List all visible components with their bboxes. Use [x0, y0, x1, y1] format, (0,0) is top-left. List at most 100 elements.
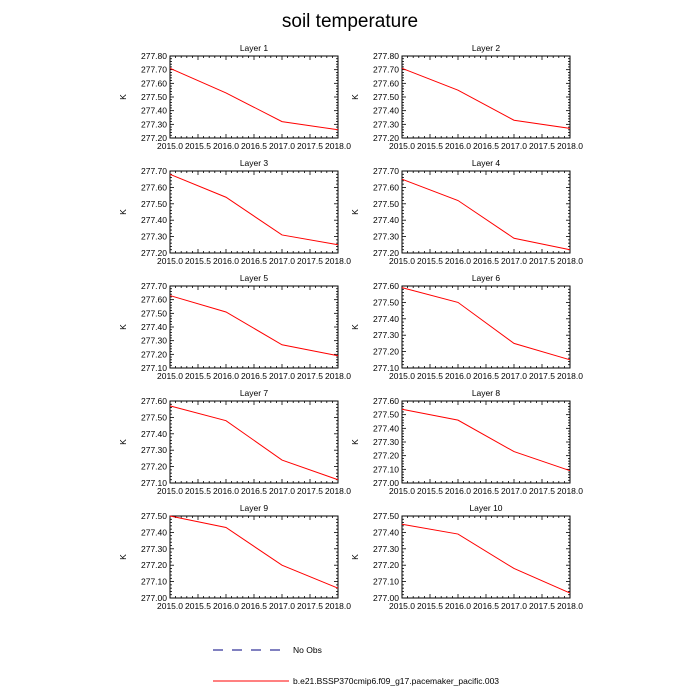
panels: Layer 1 277.20 277.30 277.40 277.50 277.60 277…: [118, 43, 583, 611]
x-tick-label: 2016.0: [445, 486, 471, 496]
x-tick-label: 2015.5: [185, 486, 211, 496]
y-tick-label: 277.60: [141, 78, 167, 88]
y-tick-label: 277.40: [373, 106, 399, 116]
x-tick-label: 2016.5: [241, 601, 267, 611]
series-line: [169, 295, 339, 357]
panel-title: Layer 6: [472, 273, 501, 283]
x-tick-label: 2018.0: [557, 256, 583, 266]
y-tick-label: 277.20: [141, 133, 167, 143]
x-tick-label: 2015.0: [389, 256, 415, 266]
y-tick-label: 277.60: [373, 182, 399, 192]
panel-title: Layer 5: [240, 273, 269, 283]
y-tick-label: 277.40: [373, 527, 399, 537]
y-tick-label: 277.70: [373, 65, 399, 75]
x-tick-label: 2017.0: [269, 256, 295, 266]
x-tick-label: 2017.0: [269, 601, 295, 611]
x-tick-label: 2017.0: [269, 141, 295, 151]
series-line: [169, 405, 339, 481]
x-tick-label: 2016.0: [213, 371, 239, 381]
y-tick-label: 277.40: [141, 429, 167, 439]
x-tick-label: 2016.0: [445, 601, 471, 611]
y-tick-label: 277.00: [373, 593, 399, 603]
x-tick-label: 2015.5: [185, 601, 211, 611]
x-tick-label: 2015.0: [157, 486, 183, 496]
x-tick-label: 2015.5: [417, 601, 443, 611]
x-tick-label: 2016.5: [473, 486, 499, 496]
y-tick-label: 277.10: [373, 464, 399, 474]
series-line: [401, 523, 571, 594]
chart-panel-layer-4: Layer 4 277.20 277.30 277.40 277.50 277.60 277…: [350, 158, 583, 266]
x-tick-label: 2016.0: [213, 601, 239, 611]
series-line: [169, 173, 339, 246]
chart-panel-layer-8: Layer 8 277.00 277.10 277.20 277.30 277.40 277…: [350, 388, 583, 496]
legend-label: No Obs: [293, 645, 322, 655]
y-tick-label: 277.00: [373, 478, 399, 488]
y-axis-label: K: [350, 554, 360, 560]
x-tick-label: 2018.0: [325, 601, 351, 611]
x-tick-label: 2015.0: [389, 141, 415, 151]
y-tick-label: 277.10: [141, 363, 167, 373]
x-tick-label: 2016.0: [445, 371, 471, 381]
x-tick-label: 2015.0: [157, 141, 183, 151]
y-tick-label: 277.30: [373, 544, 399, 554]
x-tick-label: 2017.0: [501, 256, 527, 266]
x-tick-label: 2015.0: [157, 371, 183, 381]
y-tick-label: 277.40: [373, 423, 399, 433]
x-tick-label: 2018.0: [557, 486, 583, 496]
y-axis-label: K: [118, 554, 128, 560]
x-tick-label: 2016.0: [445, 256, 471, 266]
y-tick-label: 277.30: [141, 119, 167, 129]
x-tick-label: 2015.0: [389, 371, 415, 381]
legend-label: b.e21.BSSP370cmip6.f09_g17.pacemaker_pac…: [293, 676, 499, 686]
x-tick-label: 2016.5: [473, 601, 499, 611]
y-axis-label: K: [118, 439, 128, 445]
panel-title: Layer 2: [472, 43, 501, 53]
y-tick-label: 277.50: [373, 511, 399, 521]
x-tick-label: 2018.0: [325, 371, 351, 381]
chart-panel-layer-7: Layer 7 277.10 277.20 277.30 277.40 277.50 277…: [118, 388, 351, 496]
x-tick-label: 2017.0: [269, 486, 295, 496]
chart-panel-layer-1: Layer 1 277.20 277.30 277.40 277.50 277.60 277…: [118, 43, 351, 151]
y-tick-label: 277.00: [141, 593, 167, 603]
x-tick-label: 2015.0: [389, 601, 415, 611]
x-tick-label: 2015.5: [185, 141, 211, 151]
x-tick-label: 2018.0: [557, 601, 583, 611]
x-tick-label: 2015.5: [417, 256, 443, 266]
y-axis-label: K: [350, 209, 360, 215]
x-tick-label: 2017.0: [269, 371, 295, 381]
panel-title: Layer 10: [469, 503, 502, 513]
y-tick-label: 277.30: [141, 232, 167, 242]
x-tick-label: 2017.0: [501, 141, 527, 151]
y-tick-label: 277.10: [373, 577, 399, 587]
plot-frame: [169, 515, 339, 599]
y-axis-label: K: [118, 324, 128, 330]
y-tick-label: 277.10: [141, 478, 167, 488]
x-tick-label: 2018.0: [325, 141, 351, 151]
y-tick-label: 277.40: [141, 215, 167, 225]
x-tick-label: 2015.0: [157, 601, 183, 611]
y-tick-label: 277.50: [141, 92, 167, 102]
y-tick-label: 277.50: [373, 92, 399, 102]
x-tick-label: 2016.5: [241, 256, 267, 266]
x-tick-label: 2016.5: [241, 371, 267, 381]
y-tick-label: 277.30: [141, 336, 167, 346]
y-tick-label: 277.30: [373, 232, 399, 242]
x-tick-label: 2017.5: [529, 486, 555, 496]
x-tick-label: 2017.0: [501, 601, 527, 611]
y-tick-label: 277.30: [373, 119, 399, 129]
x-tick-label: 2016.5: [473, 141, 499, 151]
panel-title: Layer 1: [240, 43, 269, 53]
x-tick-label: 2017.5: [297, 601, 323, 611]
y-tick-label: 277.30: [373, 437, 399, 447]
legend: No Obs b.e21.BSSP370cmip6.f09_g17.pacemak…: [213, 645, 499, 686]
y-axis-label: K: [118, 209, 128, 215]
y-tick-label: 277.20: [373, 347, 399, 357]
y-tick-label: 277.30: [141, 445, 167, 455]
series-line: [401, 67, 571, 129]
y-axis-label: K: [350, 439, 360, 445]
y-tick-label: 277.30: [373, 330, 399, 340]
x-tick-label: 2018.0: [557, 371, 583, 381]
y-tick-label: 277.50: [141, 511, 167, 521]
chart-panel-layer-2: Layer 2 277.20 277.30 277.40 277.50 277.60 277…: [350, 43, 583, 151]
